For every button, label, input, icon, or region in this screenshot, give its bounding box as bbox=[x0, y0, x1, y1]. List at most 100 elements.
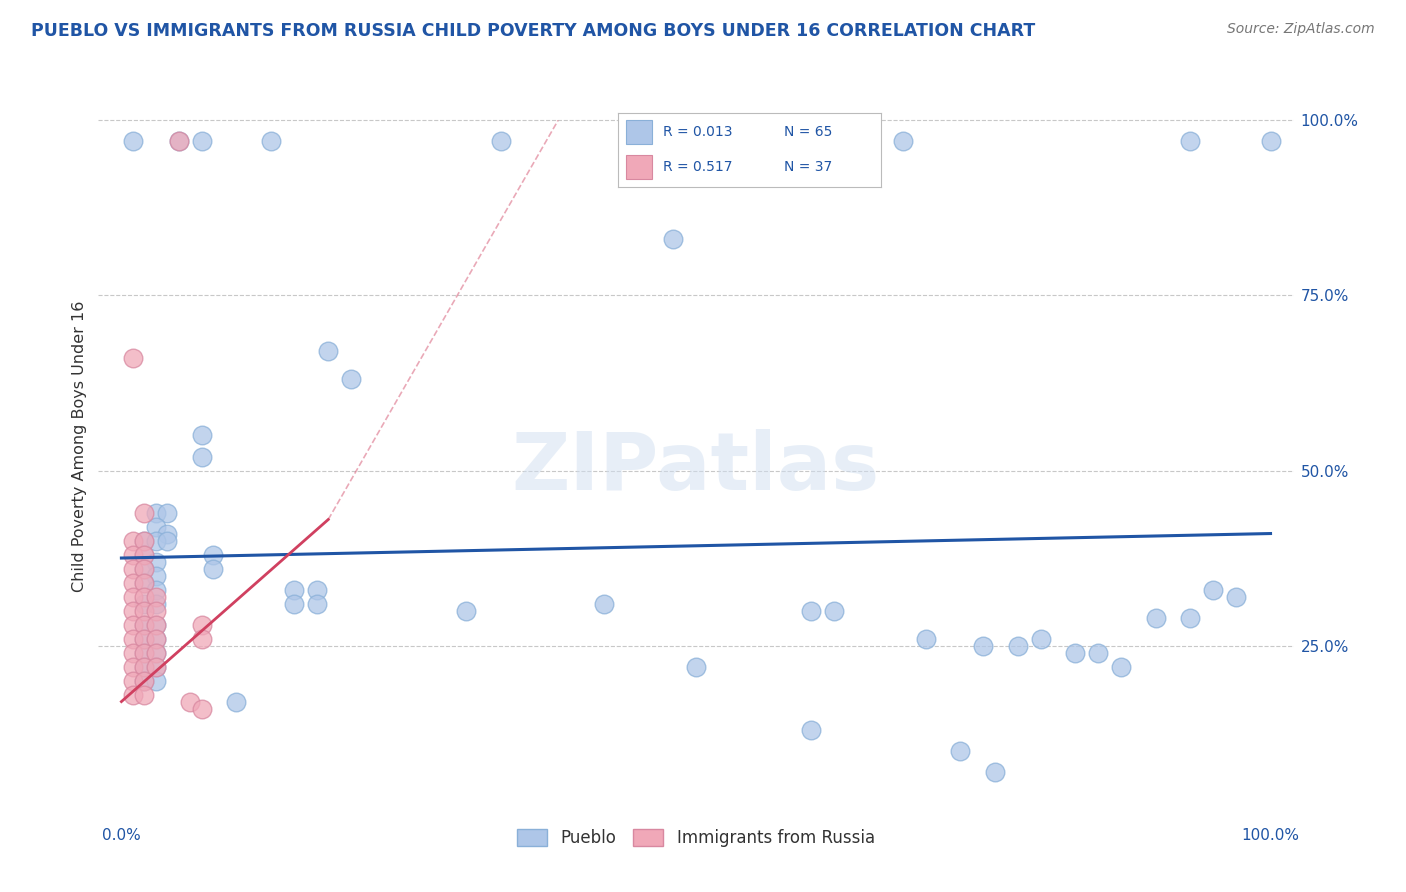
Point bbox=[456, 603, 478, 617]
Point bbox=[145, 617, 167, 632]
Point bbox=[145, 568, 167, 582]
Point bbox=[202, 561, 225, 575]
Point bbox=[145, 506, 167, 520]
Point bbox=[1064, 646, 1087, 660]
Point bbox=[122, 135, 145, 149]
Point bbox=[122, 632, 145, 646]
Point bbox=[134, 659, 156, 673]
Point bbox=[800, 723, 823, 737]
Point bbox=[305, 597, 328, 611]
Legend: Pueblo, Immigrants from Russia: Pueblo, Immigrants from Russia bbox=[510, 822, 882, 854]
Point bbox=[145, 632, 167, 646]
Point bbox=[191, 450, 214, 464]
Point bbox=[134, 575, 156, 590]
Point bbox=[202, 548, 225, 562]
Point bbox=[134, 646, 156, 660]
Point bbox=[1087, 646, 1109, 660]
Point bbox=[283, 597, 305, 611]
Point bbox=[134, 673, 156, 688]
Point bbox=[800, 135, 823, 149]
Point bbox=[191, 701, 214, 715]
Point bbox=[134, 617, 156, 632]
Point bbox=[145, 603, 167, 617]
Point bbox=[145, 617, 167, 632]
Point bbox=[283, 582, 305, 597]
Point bbox=[156, 526, 179, 541]
Point bbox=[489, 135, 512, 149]
Point bbox=[685, 659, 707, 673]
Point bbox=[1007, 639, 1029, 653]
Point bbox=[134, 597, 156, 611]
Point bbox=[1109, 659, 1132, 673]
Point bbox=[145, 555, 167, 569]
Point bbox=[800, 603, 823, 617]
Point bbox=[134, 673, 156, 688]
Point bbox=[984, 764, 1007, 779]
Point bbox=[134, 646, 156, 660]
Point bbox=[191, 617, 214, 632]
Point bbox=[134, 590, 156, 604]
Point bbox=[1178, 610, 1201, 624]
Point bbox=[134, 506, 156, 520]
Point bbox=[134, 533, 156, 548]
Point bbox=[134, 617, 156, 632]
Point bbox=[122, 617, 145, 632]
Point bbox=[134, 632, 156, 646]
Y-axis label: Child Poverty Among Boys Under 16: Child Poverty Among Boys Under 16 bbox=[72, 301, 87, 591]
Point bbox=[122, 548, 145, 562]
Point bbox=[179, 695, 201, 709]
Point bbox=[191, 428, 214, 442]
Point bbox=[122, 533, 145, 548]
Point bbox=[167, 135, 190, 149]
Point bbox=[167, 135, 190, 149]
Point bbox=[145, 533, 167, 548]
Point bbox=[316, 344, 339, 359]
Point bbox=[145, 673, 167, 688]
Point bbox=[122, 646, 145, 660]
Point bbox=[145, 597, 167, 611]
Point bbox=[122, 603, 145, 617]
Point bbox=[145, 632, 167, 646]
Point bbox=[134, 659, 156, 673]
Point bbox=[191, 632, 214, 646]
Point bbox=[134, 688, 156, 702]
Point bbox=[134, 603, 156, 617]
Point bbox=[134, 575, 156, 590]
Point bbox=[134, 632, 156, 646]
Point bbox=[145, 519, 167, 533]
Point bbox=[122, 575, 145, 590]
Text: Source: ZipAtlas.com: Source: ZipAtlas.com bbox=[1227, 22, 1375, 37]
Point bbox=[1225, 590, 1247, 604]
Point bbox=[134, 548, 156, 562]
Point bbox=[1260, 135, 1282, 149]
Point bbox=[122, 351, 145, 366]
Point bbox=[340, 372, 363, 386]
Point bbox=[134, 561, 156, 575]
Point bbox=[145, 659, 167, 673]
Point bbox=[145, 646, 167, 660]
Point bbox=[156, 506, 179, 520]
Point bbox=[662, 232, 685, 246]
Point bbox=[122, 561, 145, 575]
Point bbox=[260, 135, 283, 149]
Text: PUEBLO VS IMMIGRANTS FROM RUSSIA CHILD POVERTY AMONG BOYS UNDER 16 CORRELATION C: PUEBLO VS IMMIGRANTS FROM RUSSIA CHILD P… bbox=[31, 22, 1035, 40]
Point bbox=[225, 695, 247, 709]
Point bbox=[145, 659, 167, 673]
Point bbox=[134, 561, 156, 575]
Point bbox=[1178, 135, 1201, 149]
Point bbox=[145, 646, 167, 660]
Point bbox=[191, 135, 214, 149]
Point bbox=[1144, 610, 1167, 624]
Point bbox=[1202, 582, 1225, 597]
Point bbox=[305, 582, 328, 597]
Text: ZIPatlas: ZIPatlas bbox=[512, 429, 880, 508]
Point bbox=[891, 135, 914, 149]
Point bbox=[122, 673, 145, 688]
Point bbox=[145, 590, 167, 604]
Point bbox=[823, 603, 845, 617]
Point bbox=[134, 548, 156, 562]
Point bbox=[145, 582, 167, 597]
Point bbox=[1029, 632, 1052, 646]
Point bbox=[156, 533, 179, 548]
Point bbox=[972, 639, 994, 653]
